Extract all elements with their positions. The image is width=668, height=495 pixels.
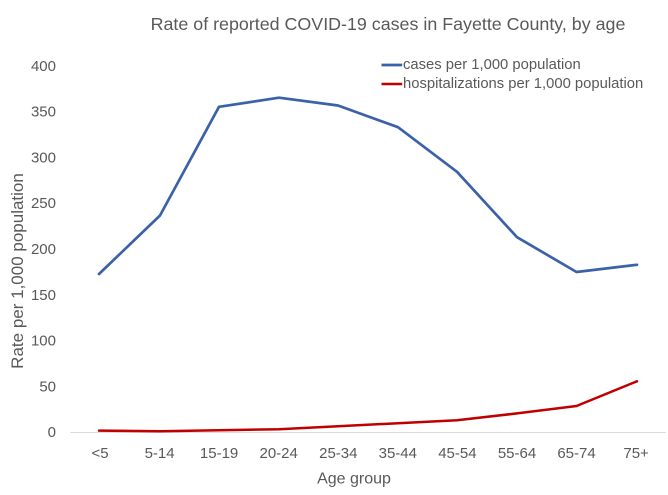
svg-text:Rate of reported COVID-19 case: Rate of reported COVID-19 cases in Fayet… — [151, 14, 626, 34]
svg-text:cases per 1,000 population: cases per 1,000 population — [403, 57, 581, 73]
svg-text:15-19: 15-19 — [200, 445, 238, 462]
svg-text:5-14: 5-14 — [145, 445, 175, 462]
svg-text:65-74: 65-74 — [557, 445, 595, 462]
svg-text:55-64: 55-64 — [498, 445, 536, 462]
svg-text:400: 400 — [31, 58, 56, 75]
svg-text:45-54: 45-54 — [438, 445, 476, 462]
svg-text:25-34: 25-34 — [319, 445, 357, 462]
svg-text:100: 100 — [31, 333, 56, 350]
svg-text:300: 300 — [31, 149, 56, 166]
svg-text:0: 0 — [48, 424, 56, 441]
svg-text:Rate per 1,000 population: Rate per 1,000 population — [8, 173, 27, 369]
svg-text:20-24: 20-24 — [260, 445, 298, 462]
svg-text:35-44: 35-44 — [379, 445, 417, 462]
svg-text:50: 50 — [39, 378, 56, 395]
svg-text:hospitalizations per 1,000 pop: hospitalizations per 1,000 population — [403, 76, 643, 92]
svg-text:Age group: Age group — [317, 471, 391, 488]
svg-text:150: 150 — [31, 287, 56, 304]
svg-text:75+: 75+ — [623, 445, 649, 462]
svg-text:350: 350 — [31, 104, 56, 121]
svg-text:250: 250 — [31, 195, 56, 212]
svg-text:<5: <5 — [91, 445, 108, 462]
svg-text:200: 200 — [31, 241, 56, 258]
